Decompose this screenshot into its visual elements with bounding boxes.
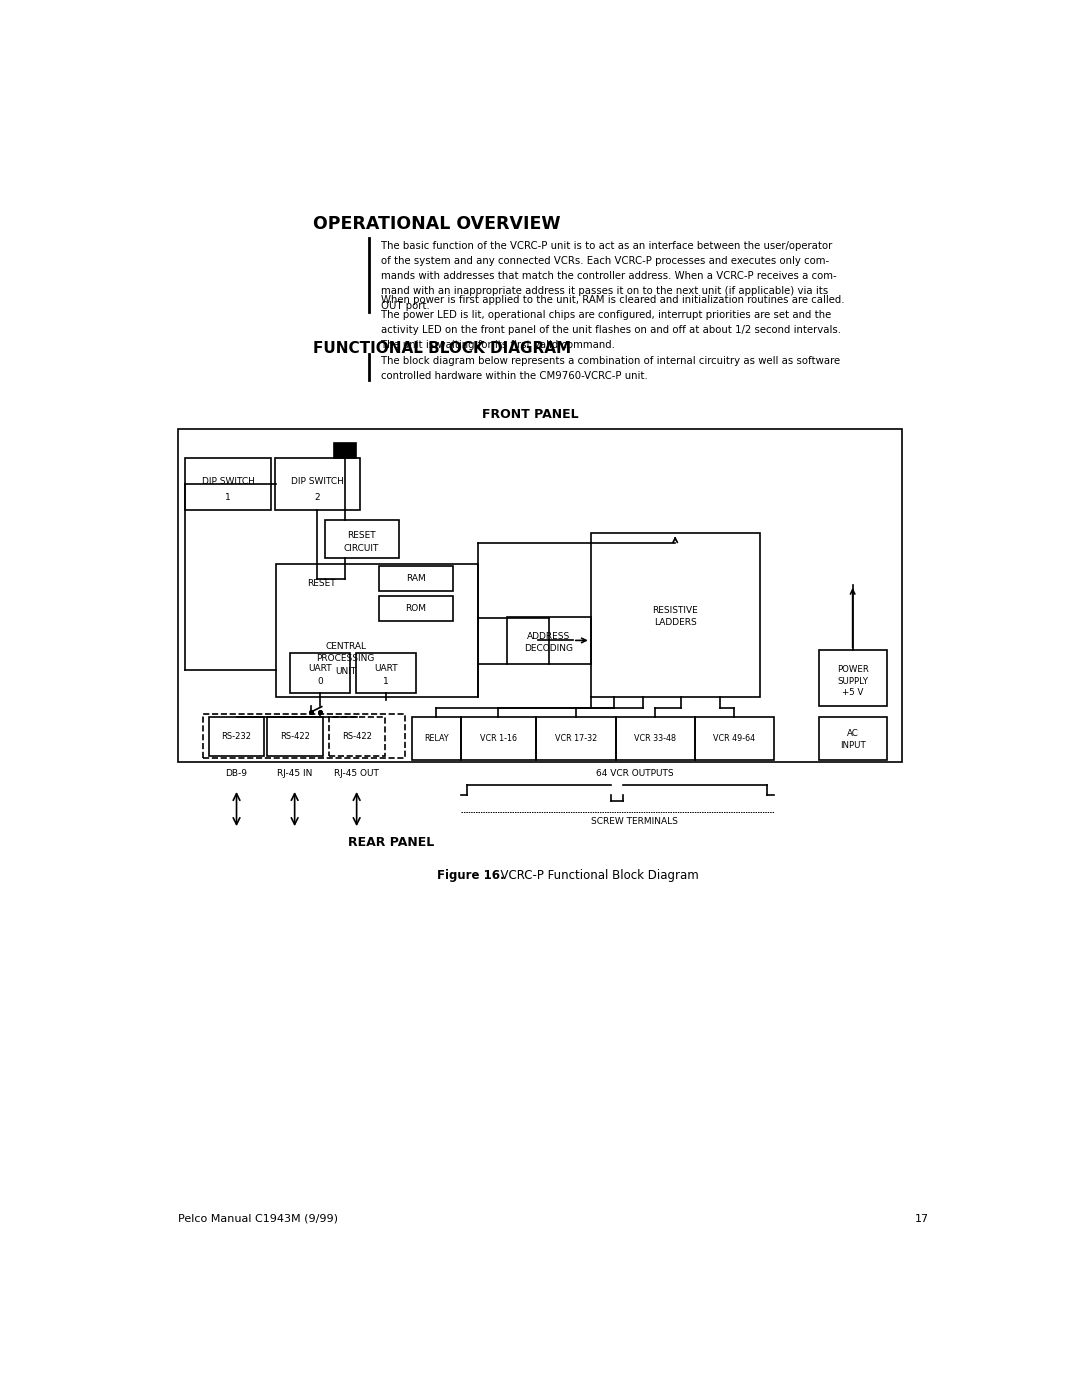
Text: VCR 33-48: VCR 33-48 xyxy=(634,733,676,743)
Bar xyxy=(328,718,384,756)
Text: DIP SWITCH: DIP SWITCH xyxy=(291,476,343,486)
Text: OUT port.: OUT port. xyxy=(381,300,430,312)
Bar xyxy=(325,520,399,557)
Text: CIRCUIT: CIRCUIT xyxy=(345,543,379,553)
Text: +5 V: +5 V xyxy=(842,689,863,697)
Text: 64 VCR OUTPUTS: 64 VCR OUTPUTS xyxy=(596,770,674,778)
Text: RAM: RAM xyxy=(406,574,426,583)
Text: mand with an inappropriate address it passes it on to the next unit (if applicab: mand with an inappropriate address it pa… xyxy=(381,286,828,296)
Bar xyxy=(208,718,265,756)
Bar xyxy=(694,718,773,760)
Text: OPERATIONAL OVERVIEW: OPERATIONAL OVERVIEW xyxy=(313,215,561,233)
Text: Figure 16.: Figure 16. xyxy=(437,869,504,882)
Bar xyxy=(291,652,350,693)
Text: LADDERS: LADDERS xyxy=(653,619,697,627)
Text: DECODING: DECODING xyxy=(525,644,573,654)
Bar xyxy=(203,714,405,759)
Text: 2: 2 xyxy=(314,493,320,503)
Text: VCR 1-16: VCR 1-16 xyxy=(480,733,517,743)
Text: POWER: POWER xyxy=(837,665,868,675)
Text: RESISTIVE: RESISTIVE xyxy=(652,606,698,615)
Text: UART: UART xyxy=(309,665,332,673)
Bar xyxy=(334,443,356,458)
Bar xyxy=(276,564,477,697)
Bar xyxy=(177,429,902,763)
Text: VCR 17-32: VCR 17-32 xyxy=(555,733,597,743)
Text: SUPPLY: SUPPLY xyxy=(837,676,868,686)
Text: 17: 17 xyxy=(915,1214,930,1224)
Text: of the system and any connected VCRs. Each VCRC-P processes and executes only co: of the system and any connected VCRs. Ea… xyxy=(381,256,829,265)
Text: REAR PANEL: REAR PANEL xyxy=(348,837,434,849)
Text: controlled hardware within the CM9760-VCRC-P unit.: controlled hardware within the CM9760-VC… xyxy=(381,372,648,381)
Text: RJ-45 OUT: RJ-45 OUT xyxy=(334,770,379,778)
Text: The power LED is lit, operational chips are configured, interrupt priorities are: The power LED is lit, operational chips … xyxy=(381,310,832,320)
Bar xyxy=(379,595,453,622)
Bar xyxy=(819,718,887,760)
Text: ROM: ROM xyxy=(405,604,427,613)
Bar xyxy=(413,718,460,760)
Bar xyxy=(379,566,453,591)
Text: INPUT: INPUT xyxy=(840,740,865,750)
Text: The basic function of the VCRC-P unit is to act as an interface between the user: The basic function of the VCRC-P unit is… xyxy=(381,240,833,251)
Text: VCR 49-64: VCR 49-64 xyxy=(713,733,755,743)
Bar xyxy=(460,718,537,760)
Text: FUNCTIONAL BLOCK DIAGRAM: FUNCTIONAL BLOCK DIAGRAM xyxy=(313,341,571,356)
Text: UART: UART xyxy=(375,665,397,673)
Text: DIP SWITCH: DIP SWITCH xyxy=(202,476,255,486)
Text: RS-232: RS-232 xyxy=(221,732,252,742)
Text: RELAY: RELAY xyxy=(424,733,449,743)
Text: RJ-45 IN: RJ-45 IN xyxy=(276,770,312,778)
Text: PROCESSING: PROCESSING xyxy=(316,654,375,664)
Text: ADDRESS: ADDRESS xyxy=(527,631,570,641)
Text: RESET: RESET xyxy=(348,531,376,541)
Bar xyxy=(819,651,887,705)
Bar xyxy=(267,718,323,756)
Text: FRONT PANEL: FRONT PANEL xyxy=(482,408,579,422)
Bar xyxy=(537,718,616,760)
Bar xyxy=(274,458,360,510)
Text: When power is first applied to the unit, RAM is cleared and initialization routi: When power is first applied to the unit,… xyxy=(381,295,845,305)
Text: activity LED on the front panel of the unit flashes on and off at about 1/2 seco: activity LED on the front panel of the u… xyxy=(381,324,841,335)
Text: CENTRAL: CENTRAL xyxy=(325,643,366,651)
Text: AC: AC xyxy=(847,729,859,738)
Text: VCRC-P Functional Block Diagram: VCRC-P Functional Block Diagram xyxy=(494,869,699,882)
Text: The unit is waiting for its first valid command.: The unit is waiting for its first valid … xyxy=(381,339,616,349)
Text: The block diagram below represents a combination of internal circuitry as well a: The block diagram below represents a com… xyxy=(381,356,840,366)
Bar xyxy=(356,652,416,693)
Text: UNIT: UNIT xyxy=(335,666,356,676)
Text: 1: 1 xyxy=(225,493,231,503)
Text: RS-422: RS-422 xyxy=(341,732,372,742)
Text: Pelco Manual C1943M (9/99): Pelco Manual C1943M (9/99) xyxy=(177,1214,338,1224)
Bar xyxy=(507,616,591,665)
Text: RESET: RESET xyxy=(307,578,336,588)
Text: 1: 1 xyxy=(383,676,389,686)
Text: 0: 0 xyxy=(318,676,323,686)
Bar xyxy=(616,718,694,760)
Text: SCREW TERMINALS: SCREW TERMINALS xyxy=(592,817,678,826)
Text: mands with addresses that match the controller address. When a VCRC-P receives a: mands with addresses that match the cont… xyxy=(381,271,837,281)
Bar xyxy=(186,458,271,510)
Text: RS-422: RS-422 xyxy=(280,732,310,742)
Text: DB-9: DB-9 xyxy=(226,770,247,778)
Bar xyxy=(591,534,759,697)
